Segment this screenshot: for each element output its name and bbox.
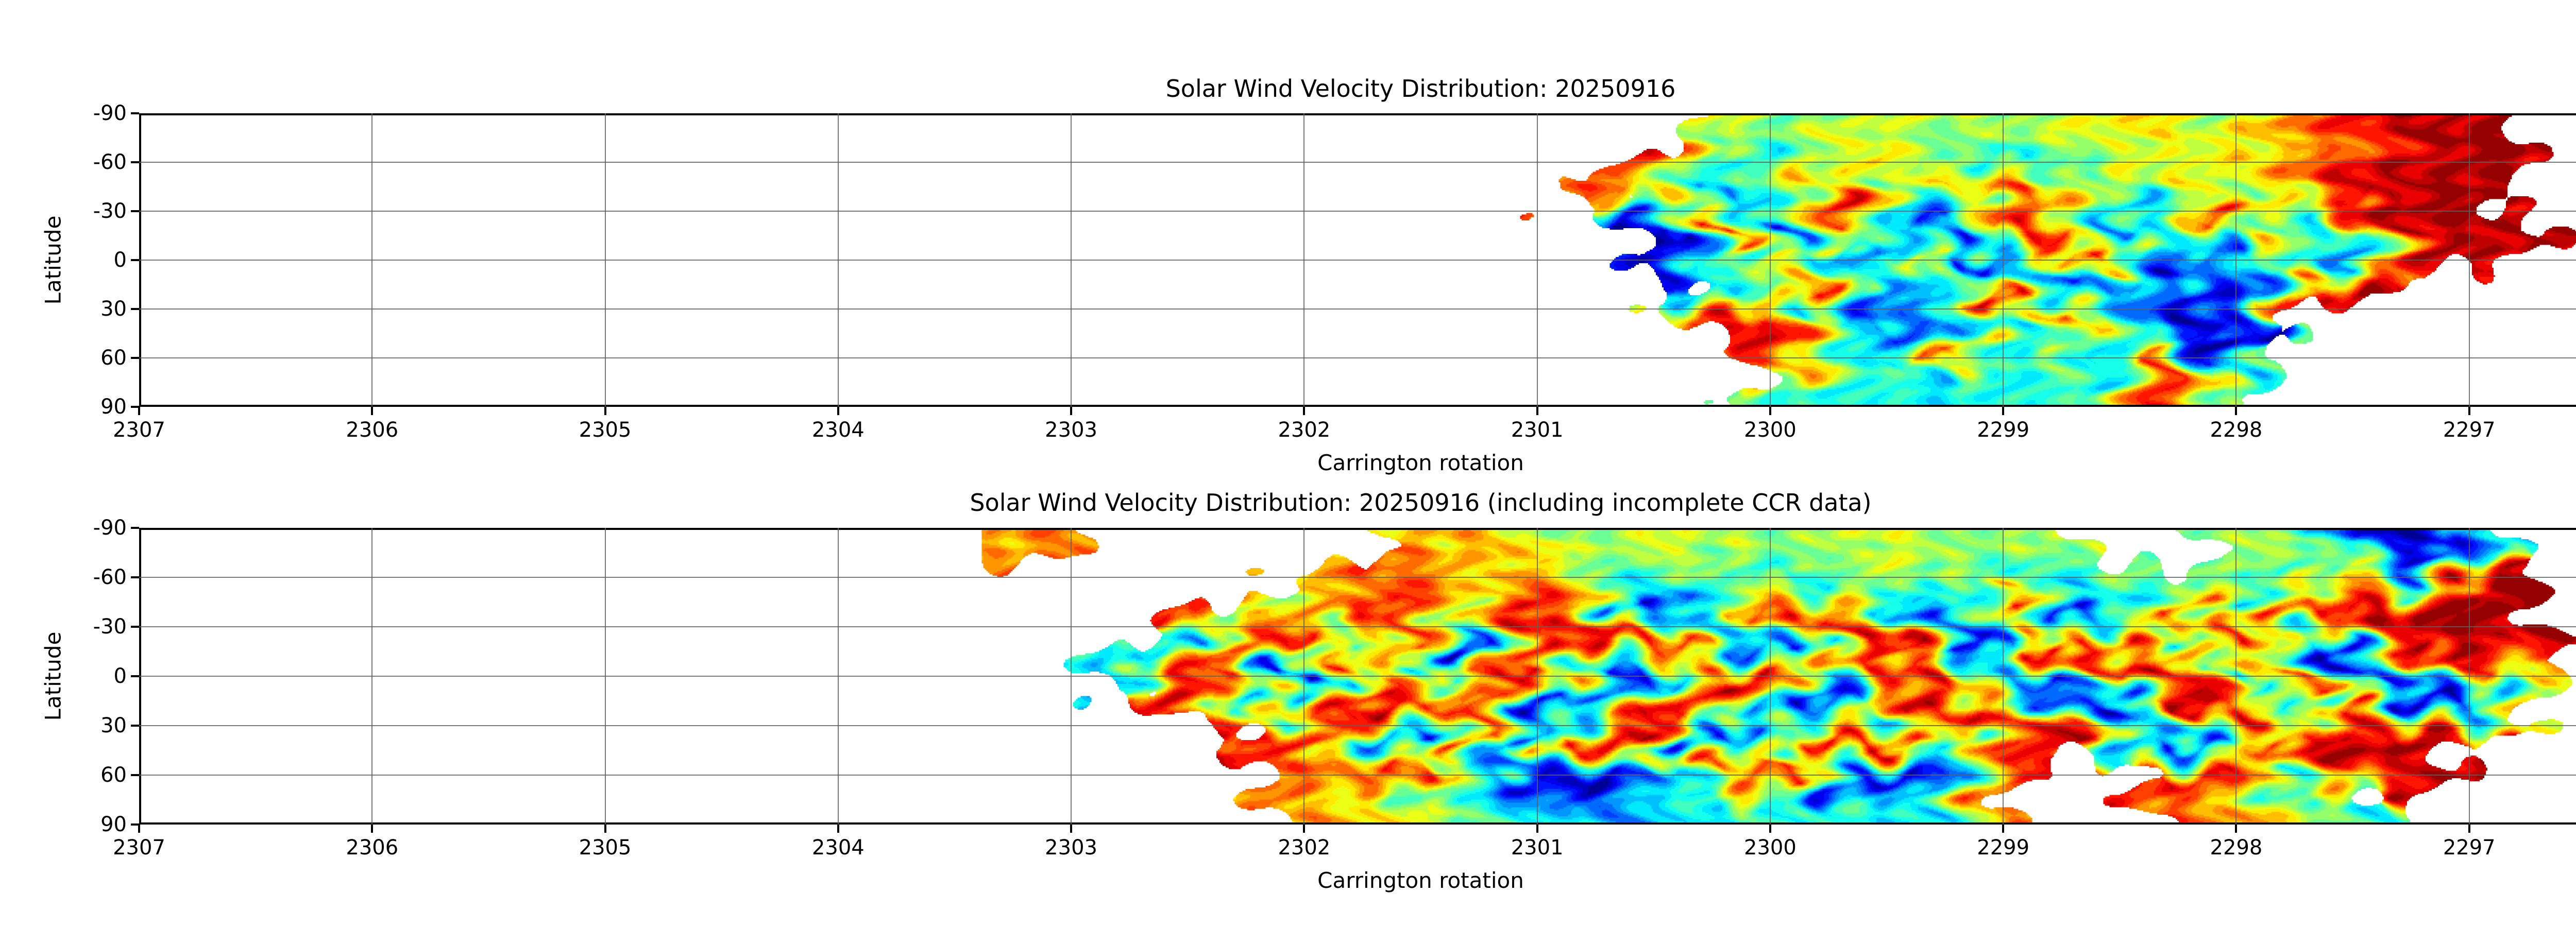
- y-tick-label: -30: [93, 199, 127, 223]
- x-tick-label: 2297: [2443, 418, 2496, 442]
- x-tick-label: 2303: [1045, 418, 1097, 442]
- panel2-x-axis-label: Carrington rotation: [1317, 868, 1524, 893]
- y-tick-label: -60: [93, 565, 127, 589]
- x-tick-label: 2300: [1744, 836, 1797, 860]
- x-tick-mark: [1769, 825, 1771, 833]
- x-tick-mark: [371, 407, 374, 415]
- x-tick-label: 2302: [1278, 418, 1331, 442]
- x-tick-label: 2297: [2443, 836, 2496, 860]
- y-tick-mark: [131, 626, 139, 628]
- y-tick-label: -30: [93, 615, 127, 639]
- x-tick-mark: [837, 407, 839, 415]
- x-tick-mark: [1303, 407, 1306, 415]
- y-tick-mark: [131, 823, 139, 826]
- gridline-horizontal: [139, 626, 2576, 627]
- gridline-horizontal: [139, 357, 2576, 358]
- y-tick-mark: [131, 576, 139, 578]
- y-tick-label: 90: [100, 813, 127, 836]
- x-tick-mark: [1070, 407, 1073, 415]
- y-tick-label: -90: [93, 516, 127, 540]
- x-tick-mark: [2002, 825, 2005, 833]
- panel1-x-axis-label: Carrington rotation: [1317, 450, 1524, 475]
- x-tick-mark: [2468, 825, 2470, 833]
- gridline-horizontal: [139, 260, 2576, 261]
- gridline-horizontal: [139, 162, 2576, 163]
- y-tick-mark: [131, 259, 139, 261]
- x-tick-label: 2303: [1045, 836, 1097, 860]
- gridline-horizontal: [139, 308, 2576, 310]
- x-tick-mark: [2002, 407, 2005, 415]
- x-tick-label: 2301: [1511, 418, 1564, 442]
- x-tick-label: 2298: [2210, 418, 2263, 442]
- y-tick-mark: [131, 774, 139, 776]
- x-tick-label: 2307: [113, 418, 165, 442]
- x-tick-label: 2299: [1977, 836, 2030, 860]
- x-tick-mark: [2235, 825, 2238, 833]
- x-tick-label: 2299: [1977, 418, 2030, 442]
- y-tick-label: 0: [113, 664, 127, 688]
- gridline-horizontal: [139, 577, 2576, 578]
- x-tick-label: 2304: [811, 836, 865, 860]
- x-tick-mark: [1536, 825, 1538, 833]
- x-tick-label: 2307: [113, 836, 165, 860]
- x-tick-mark: [1536, 407, 1538, 415]
- gridline-horizontal: [139, 676, 2576, 677]
- y-tick-mark: [131, 308, 139, 310]
- x-tick-label: 2305: [579, 418, 632, 442]
- gridline-horizontal: [139, 211, 2576, 212]
- gridline-horizontal: [139, 775, 2576, 776]
- panel1-y-axis-label: Latitude: [40, 215, 66, 305]
- y-tick-mark: [131, 112, 139, 114]
- x-tick-label: 2304: [811, 418, 865, 442]
- y-tick-label: 90: [100, 395, 127, 419]
- x-tick-label: 2300: [1744, 418, 1797, 442]
- x-tick-label: 2298: [2210, 836, 2263, 860]
- x-tick-label: 2306: [346, 836, 399, 860]
- x-tick-label: 2301: [1511, 836, 1564, 860]
- x-tick-mark: [2235, 407, 2238, 415]
- x-tick-mark: [1769, 407, 1771, 415]
- y-tick-mark: [131, 161, 139, 163]
- y-tick-label: 30: [100, 297, 127, 321]
- y-tick-mark: [131, 210, 139, 212]
- gridline-horizontal: [139, 725, 2576, 726]
- y-tick-mark: [131, 675, 139, 677]
- x-tick-mark: [1070, 825, 1073, 833]
- y-tick-label: 0: [113, 248, 127, 272]
- x-tick-mark: [371, 825, 374, 833]
- x-tick-mark: [1303, 825, 1306, 833]
- y-tick-label: 30: [100, 714, 127, 737]
- panel2-y-axis-label: Latitude: [40, 631, 66, 721]
- x-tick-label: 2306: [346, 418, 399, 442]
- y-tick-mark: [131, 357, 139, 359]
- x-tick-label: 2305: [579, 836, 632, 860]
- panel1-title: Solar Wind Velocity Distribution: 202509…: [1165, 75, 1676, 102]
- y-tick-label: -60: [93, 150, 127, 174]
- y-tick-mark: [131, 406, 139, 408]
- x-tick-mark: [604, 407, 606, 415]
- x-tick-mark: [138, 407, 140, 415]
- x-tick-mark: [2468, 407, 2470, 415]
- x-tick-label: 2302: [1278, 836, 1331, 860]
- y-tick-label: 60: [100, 346, 127, 370]
- panel2-title: Solar Wind Velocity Distribution: 202509…: [970, 489, 1872, 517]
- x-tick-mark: [604, 825, 606, 833]
- x-tick-mark: [837, 825, 839, 833]
- x-tick-mark: [138, 825, 140, 833]
- y-tick-label: -90: [93, 101, 127, 125]
- y-tick-label: 60: [100, 763, 127, 787]
- y-tick-mark: [131, 725, 139, 727]
- y-tick-mark: [131, 527, 139, 529]
